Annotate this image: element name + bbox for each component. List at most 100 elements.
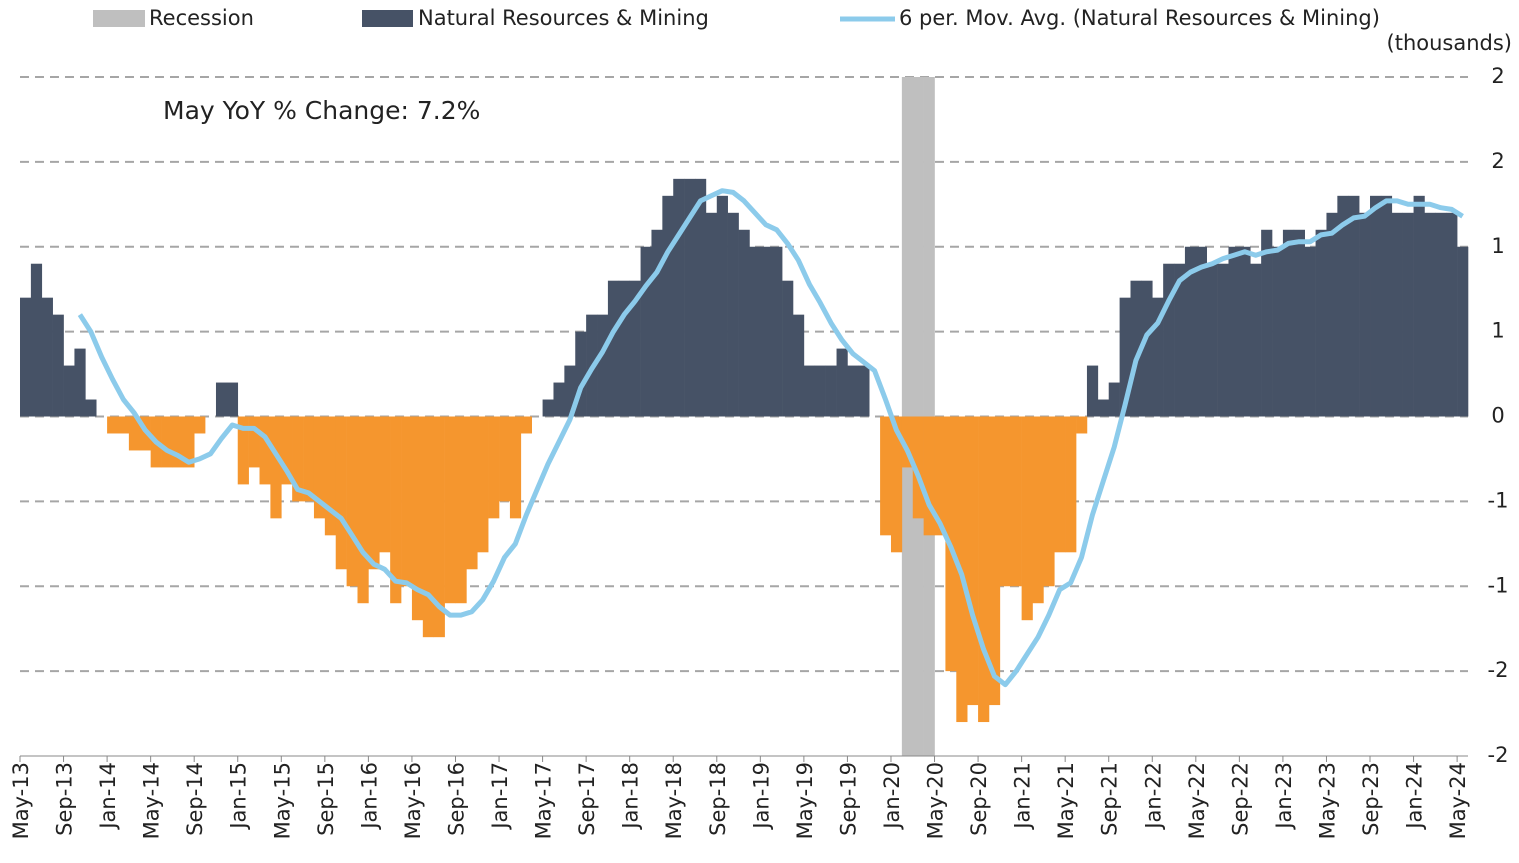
bar: [1119, 297, 1131, 417]
bar: [1152, 297, 1164, 417]
bar: [1326, 212, 1338, 417]
bar: [1337, 195, 1349, 417]
bar: [161, 416, 173, 468]
x-tick-label: May-18: [662, 762, 686, 839]
unit-label: (thousands): [1387, 31, 1512, 55]
x-tick-label: Sep-15: [314, 762, 338, 836]
bar: [237, 416, 249, 485]
bar: [509, 416, 522, 519]
bar: [684, 178, 696, 417]
bar: [978, 416, 990, 723]
bar: [1174, 263, 1186, 417]
bar: [1293, 229, 1305, 417]
bar: [1239, 246, 1251, 417]
bar: [63, 365, 75, 417]
bar: [85, 399, 97, 417]
bar: [41, 297, 53, 417]
x-tick-label: Jan-22: [1141, 762, 1165, 831]
x-tick-label: Sep-21: [1098, 762, 1122, 836]
bar: [1206, 263, 1218, 417]
bar: [499, 416, 511, 502]
bar: [988, 416, 1001, 706]
x-tick-label: May-17: [532, 762, 556, 839]
y-tick-label: -1: [1488, 573, 1509, 597]
bar: [1217, 263, 1229, 417]
bar: [1043, 416, 1055, 587]
bar: [357, 416, 369, 604]
bar: [814, 365, 826, 417]
bar: [662, 195, 674, 417]
bar: [270, 416, 282, 519]
bar: [564, 365, 576, 417]
y-tick-label: 1: [1491, 234, 1504, 258]
bar: [194, 416, 206, 434]
bar: [30, 263, 43, 417]
x-tick-label: May-21: [1054, 762, 1078, 839]
bar: [1195, 246, 1208, 417]
bar: [1370, 195, 1382, 417]
bar: [411, 416, 424, 621]
bar: [1304, 246, 1316, 417]
bar: [466, 416, 478, 570]
x-tick-label: May-24: [1446, 762, 1470, 839]
x-tick-label: Sep-23: [1359, 762, 1383, 836]
y-tick-label: 0: [1491, 404, 1504, 428]
bar: [455, 416, 467, 604]
bar: [303, 416, 315, 502]
bar: [107, 416, 119, 434]
bar: [433, 416, 445, 638]
bar: [1391, 212, 1403, 417]
bar: [1130, 280, 1142, 417]
bar: [782, 280, 794, 417]
bar: [520, 416, 532, 434]
x-tick-label: Jan-18: [619, 762, 643, 831]
x-tick-label: Sep-14: [183, 762, 207, 836]
x-tick-label: Sep-22: [1228, 762, 1252, 836]
y-tick-label: -2: [1488, 743, 1509, 767]
bar: [259, 416, 271, 485]
x-tick-label: Sep-13: [53, 762, 77, 836]
y-tick-label: -1: [1488, 488, 1509, 512]
legend-swatch: [93, 10, 145, 27]
x-tick-label: Sep-18: [706, 762, 730, 836]
x-tick-label: Jan-14: [96, 762, 120, 831]
x-tick-label: May-20: [924, 762, 948, 839]
bar: [716, 195, 728, 417]
bar: [1076, 416, 1088, 434]
bar: [618, 280, 630, 417]
bar: [1380, 195, 1393, 417]
bar: [1402, 212, 1414, 417]
x-tick-label: Sep-17: [575, 762, 599, 836]
x-tick-label: Jan-17: [488, 762, 512, 831]
bar: [1097, 399, 1110, 417]
bar: [1032, 416, 1044, 604]
bar: [1261, 229, 1273, 417]
x-tick-label: Jan-15: [227, 762, 251, 831]
bar: [575, 331, 587, 417]
bar: [695, 178, 707, 417]
bar: [52, 314, 64, 417]
bar: [1184, 246, 1197, 417]
bar: [880, 416, 892, 536]
x-tick-label: May-14: [140, 762, 164, 839]
x-tick-label: Jan-20: [880, 762, 904, 831]
bar: [1359, 212, 1371, 417]
bar: [368, 416, 380, 570]
bar: [651, 229, 663, 417]
legend: Recession Natural Resources & Mining 6 p…: [93, 6, 1380, 30]
bar: [281, 416, 293, 485]
bar: [74, 348, 86, 417]
bar: [1282, 229, 1295, 417]
bar: [890, 416, 903, 553]
bar: [1163, 263, 1175, 417]
bar: [825, 365, 837, 417]
bar: [422, 416, 435, 638]
lines: [77, 188, 1464, 688]
bar: [1424, 212, 1436, 417]
bar: [542, 399, 554, 417]
bar: [673, 178, 685, 417]
bar: [20, 297, 32, 417]
bar: [1413, 195, 1425, 417]
bar: [128, 416, 141, 451]
